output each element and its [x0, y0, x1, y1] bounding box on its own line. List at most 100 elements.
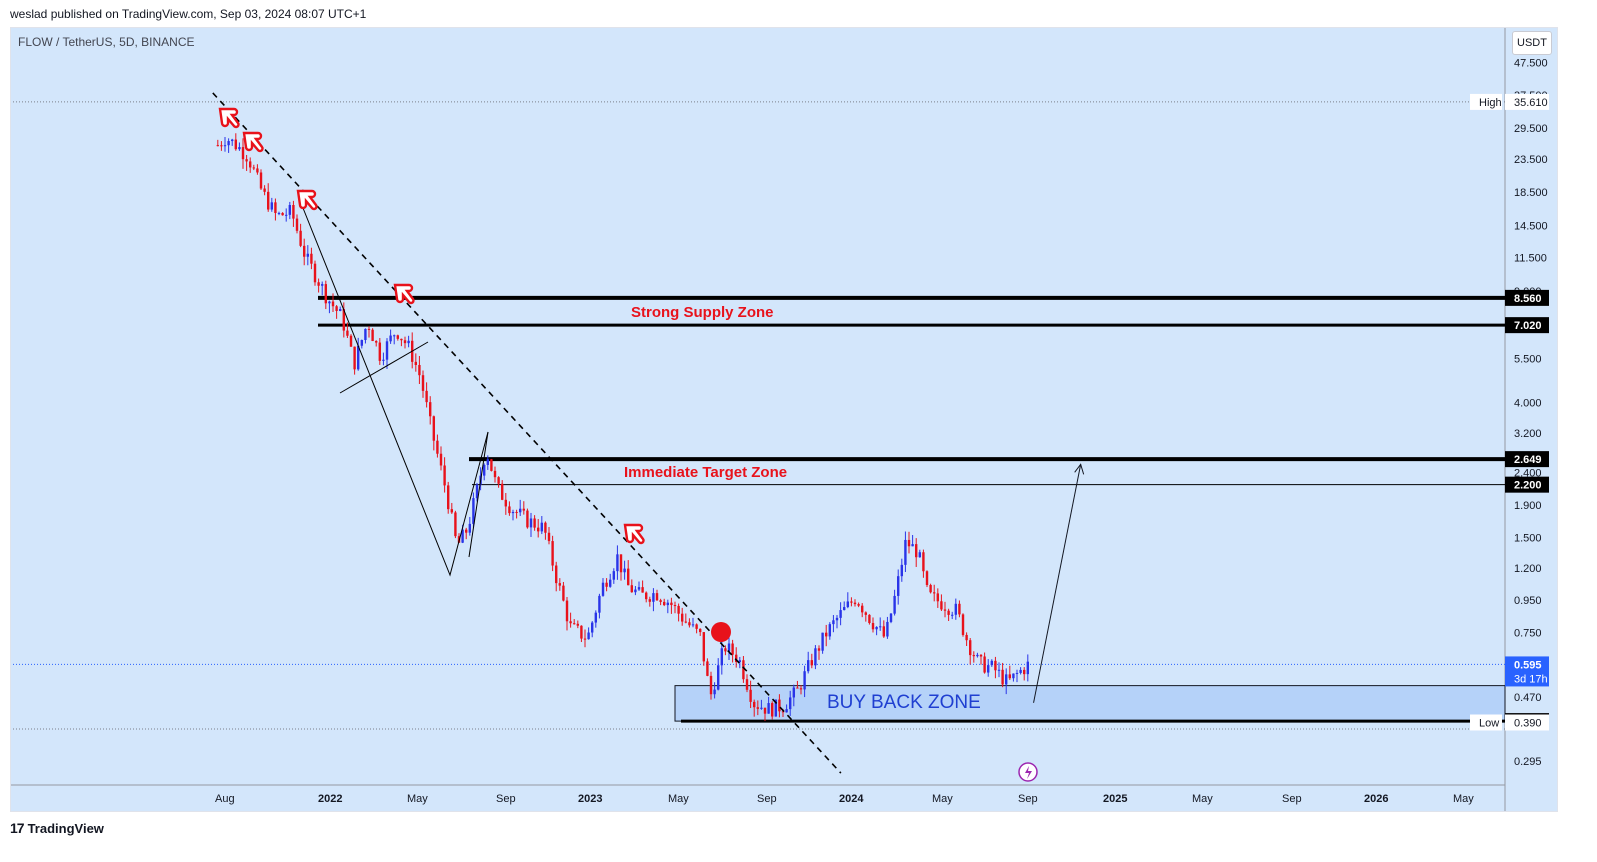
candle-body	[357, 345, 360, 370]
candle-body	[277, 212, 281, 214]
candle-body	[504, 499, 508, 507]
candle-body	[382, 359, 385, 361]
x-tick-label: Sep	[1282, 793, 1302, 805]
candle-body	[699, 628, 702, 633]
price-level-tag[interactable]	[1505, 317, 1549, 334]
candle-body	[483, 464, 486, 476]
candle-body	[839, 610, 842, 618]
candle-body	[328, 301, 331, 304]
candle-body	[893, 595, 896, 614]
candle-body	[436, 440, 439, 454]
candle-body	[601, 582, 605, 596]
candle-body	[702, 632, 706, 662]
y-tick-label: 29.500	[1514, 123, 1548, 135]
candle-body	[249, 161, 252, 168]
candle-body	[234, 139, 238, 150]
hand-shape	[393, 283, 415, 305]
candle-body	[1012, 673, 1015, 679]
candle-body	[231, 139, 234, 142]
candle-body	[897, 576, 900, 596]
candle-body	[961, 614, 965, 635]
candle-body	[454, 512, 457, 537]
candle-body	[598, 595, 601, 613]
candle-body	[803, 671, 806, 690]
candle-body	[609, 579, 612, 587]
candle-body	[245, 159, 248, 162]
candle-body	[1023, 669, 1026, 675]
candle-body	[292, 205, 295, 219]
y-tick-label: 0.295	[1514, 756, 1542, 768]
candle-body	[465, 529, 468, 533]
candle-body	[868, 614, 871, 624]
candle-body	[871, 623, 875, 630]
candle-body	[295, 218, 299, 231]
publish-header: weslad published on TradingView.com, Sep…	[10, 7, 367, 21]
buy-back-zone-box[interactable]	[674, 685, 1506, 722]
candle-body	[947, 610, 950, 615]
candle-body	[976, 654, 979, 657]
price-tag-badge	[1470, 714, 1502, 731]
candle-body	[429, 402, 432, 417]
rally-line[interactable]	[468, 431, 489, 558]
chart-pane[interactable]: Strong Supply Zone Immediate Target Zone B…	[10, 27, 1558, 812]
candle-body	[241, 147, 245, 160]
y-tick-label: 23.500	[1514, 154, 1548, 166]
candle-body	[645, 592, 648, 600]
candle-body	[299, 230, 302, 246]
candle-body	[447, 485, 450, 510]
candle-body	[846, 601, 850, 608]
candle-body	[1005, 674, 1008, 685]
candle-body	[367, 328, 371, 330]
x-tick-label: Aug	[215, 793, 235, 805]
price-level-tag[interactable]	[1505, 289, 1549, 306]
current-price-tag[interactable]	[1505, 656, 1549, 687]
candle-body	[745, 679, 749, 690]
tradingview-logo[interactable]: 17 TradingView	[10, 820, 104, 836]
candle-body	[472, 498, 475, 524]
candle-body	[969, 640, 972, 656]
candle-body	[724, 648, 727, 652]
candle-body	[1015, 672, 1019, 674]
candle-body	[843, 607, 846, 611]
strong-supply-zone-label: Strong Supply Zone	[631, 304, 774, 321]
candle-body	[562, 585, 565, 601]
candle-body	[709, 675, 713, 695]
candle-body	[551, 541, 554, 566]
currency-button[interactable]: USDT	[1512, 31, 1552, 55]
candle-body	[810, 660, 814, 666]
zigzag-wave-line[interactable]	[300, 202, 489, 577]
price-level-tag[interactable]	[1505, 451, 1549, 468]
candle-body	[1001, 669, 1004, 685]
candle-body	[684, 621, 688, 623]
candle-body	[814, 648, 817, 666]
candle-body	[756, 707, 760, 709]
candle-body	[879, 626, 882, 628]
candle-body	[717, 665, 720, 690]
candle-body	[274, 202, 277, 213]
candle-body	[922, 552, 925, 572]
candle-body	[335, 306, 338, 311]
price-level-tag-text: 35.610	[1514, 97, 1548, 109]
candle-body	[954, 603, 958, 615]
candle-body	[796, 687, 799, 689]
candle-body	[904, 539, 907, 565]
candle-body	[353, 346, 356, 370]
candle-body	[371, 329, 374, 342]
candle-body	[641, 587, 644, 593]
candle-body	[825, 632, 828, 637]
tradingview-brand: TradingView	[27, 820, 104, 836]
candle-body	[807, 660, 810, 672]
projection-arrow-line[interactable]	[1033, 464, 1082, 703]
candle-body	[375, 341, 378, 343]
y-tick-label: 1.900	[1514, 500, 1542, 512]
price-chart[interactable]: Strong Supply Zone Immediate Target Zone B…	[10, 27, 1558, 812]
candle-body	[252, 167, 256, 169]
candle-body	[533, 518, 536, 528]
candle-body	[393, 335, 396, 337]
candle-body	[591, 622, 594, 633]
rejection-hand-icon	[242, 131, 264, 153]
candle-body	[331, 301, 335, 307]
triangle-support-line[interactable]	[339, 341, 429, 394]
candle-body	[501, 483, 504, 500]
price-level-tag[interactable]	[1505, 476, 1549, 493]
